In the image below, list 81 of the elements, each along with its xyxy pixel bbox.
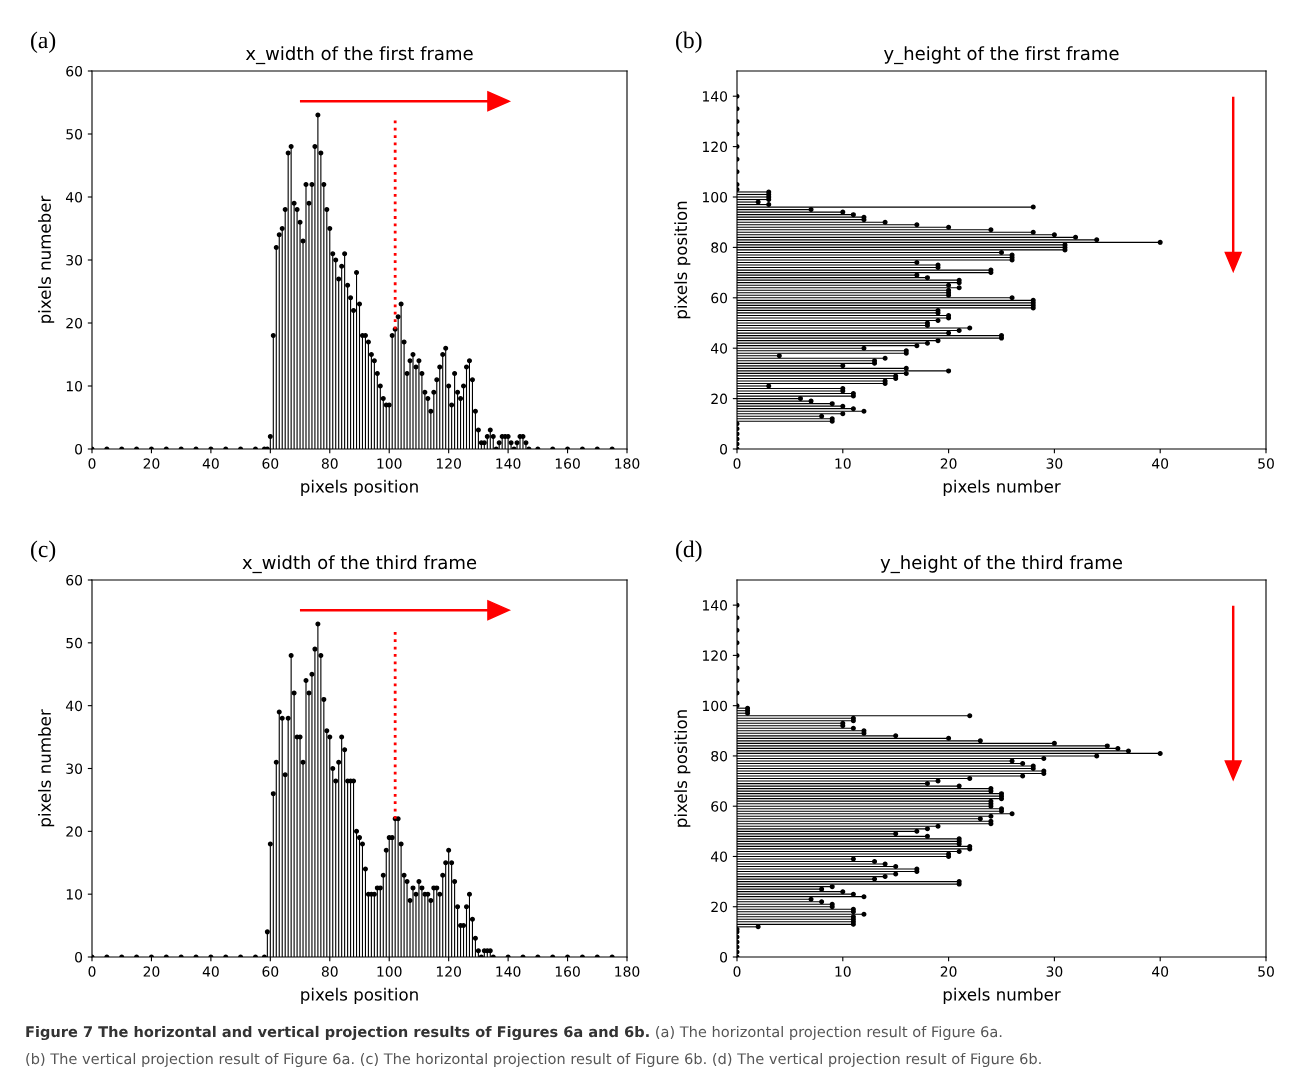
y-tick-label: 100 (702, 700, 728, 712)
x-tick-label: 40 (202, 458, 219, 469)
x-tick-label: 80 (321, 458, 338, 469)
text: (a) The horizontal projection result of Figure 6a. (656, 1025, 1002, 1041)
y-axis-title: pixels number (38, 709, 55, 827)
y-tick-label: 0 (75, 443, 83, 455)
x-tick-label: 160 (555, 966, 580, 977)
x-tick-label: 20 (143, 458, 160, 469)
y-tick-label: 20 (711, 901, 728, 913)
y-tick-label: 120 (702, 650, 728, 661)
x-tick-label: 140 (496, 458, 521, 469)
y-tick-label: 20 (66, 826, 83, 837)
x-tick-label: 0 (733, 966, 741, 977)
y-tick-label: 80 (711, 750, 728, 762)
y-tick-label: 50 (66, 128, 83, 140)
text: (c) (31, 540, 56, 562)
x-axis-title: pixels number (943, 987, 1061, 1004)
x-tick-label: 40 (1152, 966, 1169, 977)
x-tick-label: 180 (615, 458, 640, 469)
x-tick-label: 20 (940, 458, 957, 469)
y-tick-label: 40 (65, 191, 83, 203)
y-tick-label: 120 (702, 141, 728, 153)
y-axis-title: pixels position (674, 201, 691, 319)
y-axis-title: pixels numeber (38, 195, 55, 323)
x-tick-label: 80 (321, 966, 338, 977)
y-tick-label: 10 (66, 380, 83, 392)
x-tick-label: 50 (1258, 966, 1274, 977)
x-tick-label: 30 (1046, 458, 1063, 469)
y-tick-label: 60 (711, 292, 728, 304)
text: (b) The vertical projection result of Figure 6a. (c) The horizontal projection result of Figure 6b. (d) The vertical projection result of Figure 6b. (26, 1052, 1041, 1068)
text: (d) (676, 540, 702, 562)
x-tick-label: 120 (436, 966, 461, 977)
chart-title: x_width of the first frame (245, 46, 473, 65)
x-tick-label: 140 (496, 966, 521, 977)
y-tick-label: 30 (66, 254, 83, 266)
y-tick-label: 80 (711, 242, 728, 253)
x-tick-label: 180 (615, 966, 640, 977)
y-tick-label: 60 (66, 65, 83, 77)
x-tick-label: 10 (835, 458, 851, 469)
x-tick-label: 60 (262, 966, 279, 977)
x-axis-title: pixels position (301, 479, 418, 496)
x-tick-label: 40 (1152, 458, 1169, 469)
y-tick-label: 40 (710, 851, 728, 862)
y-tick-label: 0 (75, 951, 83, 963)
x-tick-label: 60 (262, 458, 279, 469)
y-tick-label: 140 (702, 600, 728, 611)
x-tick-label: 10 (835, 966, 851, 977)
y-tick-label: 10 (66, 889, 83, 900)
x-tick-label: 0 (88, 966, 96, 977)
x-axis-title: pixels position (301, 987, 418, 1004)
x-tick-label: 0 (733, 458, 741, 469)
chart-title: x_width of the third frame (242, 555, 477, 574)
y-tick-label: 0 (720, 443, 728, 455)
x-tick-label: 50 (1258, 458, 1274, 469)
y-tick-label: 140 (702, 91, 728, 102)
y-tick-label: 50 (66, 637, 83, 649)
y-tick-label: 30 (66, 763, 83, 774)
text: (b) (676, 31, 702, 53)
x-tick-label: 120 (436, 458, 461, 469)
y-tick-label: 100 (702, 191, 728, 203)
x-tick-label: 30 (1046, 966, 1063, 977)
x-tick-label: 40 (202, 966, 219, 977)
x-tick-label: 100 (377, 458, 402, 469)
y-tick-label: 40 (65, 700, 83, 712)
x-axis-title: pixels number (943, 479, 1061, 496)
x-tick-label: 20 (143, 966, 160, 977)
chart-title: y_height of the third frame (880, 555, 1122, 574)
y-axis-title: pixels position (674, 710, 691, 827)
y-tick-label: 0 (720, 951, 728, 963)
y-tick-label: 40 (710, 343, 728, 354)
y-tick-label: 60 (66, 574, 83, 586)
x-tick-label: 20 (940, 966, 957, 977)
x-tick-label: 0 (88, 458, 96, 469)
y-tick-label: 60 (711, 801, 728, 812)
y-tick-label: 20 (66, 317, 83, 329)
x-tick-label: 160 (555, 458, 580, 469)
y-tick-label: 20 (711, 393, 728, 405)
caption: Figure 7 The horizontal and vertical projection results of Figures 6a and 6b. (26, 1025, 649, 1041)
text: (a) (31, 31, 56, 53)
x-tick-label: 100 (377, 966, 402, 977)
chart-title: y_height of the first frame (884, 46, 1119, 65)
